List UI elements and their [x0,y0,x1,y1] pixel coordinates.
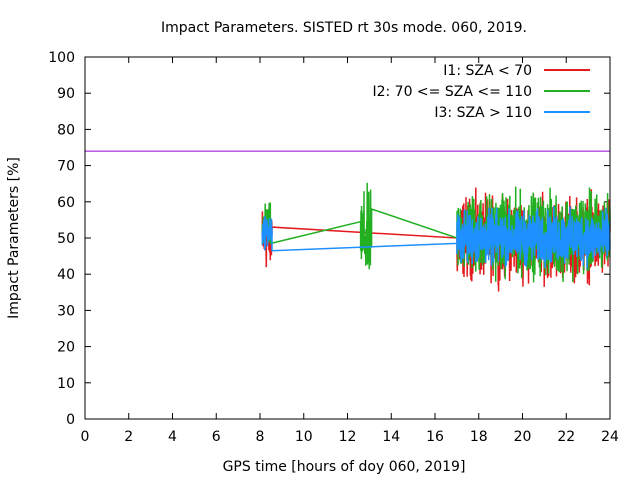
y-axis-label: Impact Parameters [%] [6,157,22,319]
y-tick-label: 80 [57,122,75,138]
x-tick-label: 22 [557,429,575,445]
y-tick-label: 20 [57,340,75,356]
plot-area [85,150,611,292]
y-tick-label: 10 [57,376,75,392]
x-tick-label: 16 [426,429,444,445]
x-tick-label: 24 [601,429,619,445]
x-axis-label: GPS time [hours of doy 060, 2019] [223,459,466,475]
x-tick-label: 18 [470,429,488,445]
chart-title: Impact Parameters. SISTED rt 30s mode. 0… [161,20,527,36]
x-tick-label: 12 [339,429,357,445]
legend-label-2: I2: 70 <= SZA <= 110 [372,84,532,100]
y-tick-label: 30 [57,303,75,319]
y-tick-label: 60 [57,195,75,211]
y-tick-label: 70 [57,159,75,175]
y-tick-label: 0 [66,412,75,428]
x-tick-label: 10 [295,429,313,445]
y-tick-label: 100 [48,50,75,66]
legend: I1: SZA < 70 I2: 70 <= SZA <= 110 I3: SZA … [372,63,590,121]
x-tick-label: 4 [168,429,177,445]
x-tick-label: 6 [212,429,221,445]
x-tick-label: 0 [81,429,90,445]
y-tick-label: 40 [57,267,75,283]
x-tick-label: 14 [382,429,400,445]
legend-label-1: I1: SZA < 70 [443,63,532,79]
y-tick-label: 50 [57,231,75,247]
series-line-3 [261,206,611,269]
y-tick-label: 90 [57,86,75,102]
plot-frame [84,56,611,420]
series-line-2 [261,182,611,283]
x-tick-group: 0 2 4 6 8 10 12 14 16 18 20 22 24 [81,57,619,445]
x-tick-label: 20 [514,429,532,445]
x-tick-label: 8 [256,429,265,445]
y-tick-group: 0 10 20 30 40 50 60 70 80 90 100 [48,50,610,428]
x-tick-label: 2 [124,429,133,445]
legend-label-3: I3: SZA > 110 [434,105,532,121]
